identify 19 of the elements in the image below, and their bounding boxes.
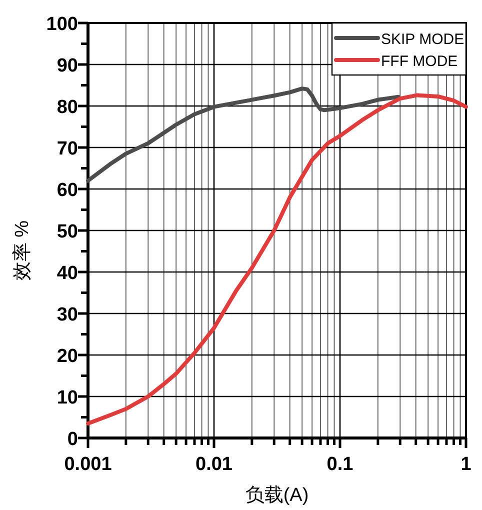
y-tick-label: 0 [67, 429, 78, 450]
y-tick-label: 10 [56, 388, 78, 408]
y-axis-title: 效率 % [11, 220, 33, 281]
y-tick-label: 40 [56, 263, 78, 284]
x-tick-label: 0.001 [64, 454, 112, 475]
x-tick-label: 0.1 [326, 454, 354, 475]
y-tick-label: 100 [46, 14, 78, 35]
y-tick-label: 90 [56, 56, 78, 76]
x-tick-label: 1 [460, 454, 472, 475]
x-axis-title: 负载(A) [245, 485, 309, 506]
y-tick-label: 30 [56, 304, 78, 326]
y-tick-label: 50 [56, 222, 78, 242]
y-tick-label: 60 [56, 180, 78, 201]
legend-label: FFF MODE [381, 53, 458, 70]
legend-label: SKIP MODE [381, 31, 464, 48]
y-tick-label: 80 [56, 97, 78, 118]
y-tick-label: 70 [56, 138, 78, 160]
y-tick-label: 20 [56, 346, 78, 367]
x-tick-label: 0.01 [196, 454, 233, 475]
